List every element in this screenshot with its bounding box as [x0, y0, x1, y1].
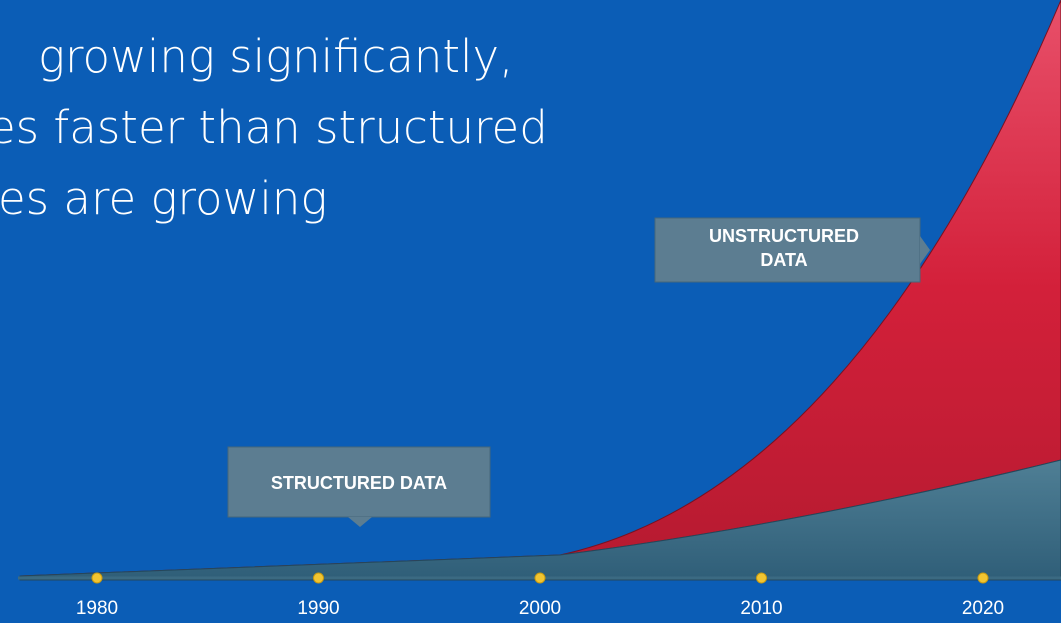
headline: growing significantly, es faster than st… [0, 30, 548, 225]
unstructured-label: UNSTRUCTURED DATA [654, 217, 930, 283]
label-text: UNSTRUCTURED [709, 226, 859, 246]
year-label: 2000 [519, 598, 561, 619]
year-label: 1990 [297, 598, 339, 619]
headline-line: growing significantly, [38, 30, 513, 83]
label-text: DATA [760, 250, 807, 270]
year-label: 2020 [962, 598, 1004, 619]
headline-line: es are growing [0, 172, 327, 225]
year-dot [977, 572, 989, 584]
label-pointer [920, 236, 930, 264]
year-dot [534, 572, 546, 584]
label-box [654, 217, 921, 283]
year-label: 1980 [76, 598, 118, 619]
year-dot [756, 572, 767, 584]
structured-label: STRUCTURED DATA [227, 446, 491, 527]
label-box [227, 446, 491, 518]
year-label: 2010 [740, 598, 782, 619]
timeline: 1980 1990 2000 2010 2020 [76, 572, 1004, 619]
year-dot [313, 572, 324, 584]
label-text: STRUCTURED DATA [271, 473, 447, 493]
label-pointer [348, 517, 372, 527]
headline-line: es faster than structured [0, 101, 548, 154]
structured-area [19, 459, 1061, 581]
year-dot [91, 572, 103, 584]
